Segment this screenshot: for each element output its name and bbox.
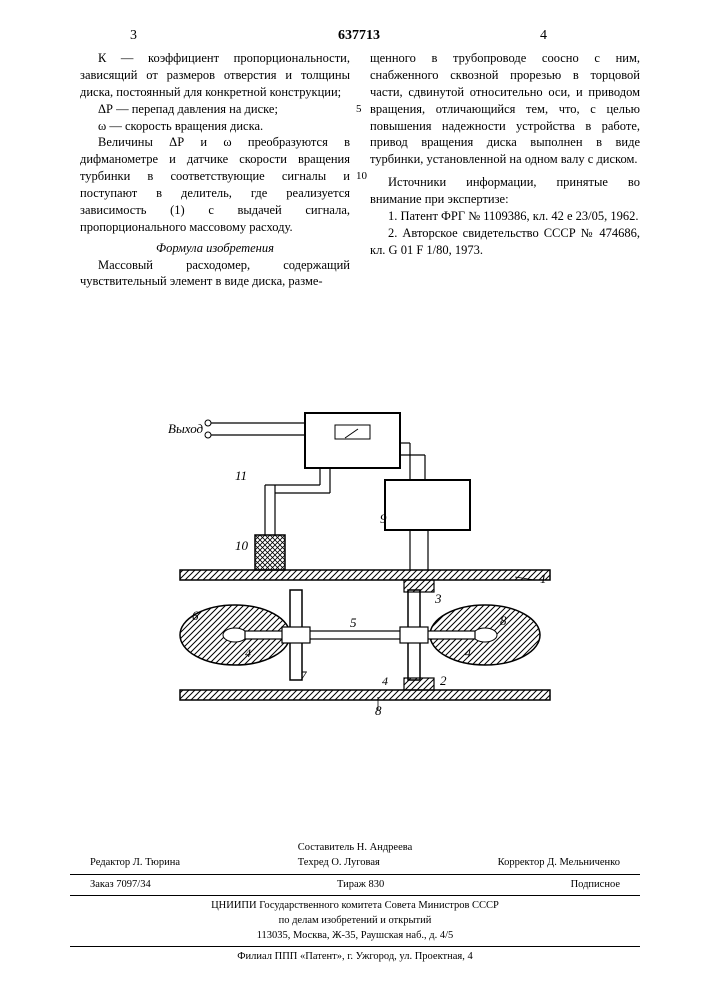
para: ω — скорость вращения диска. [80, 118, 350, 135]
para: Величины ΔР и ω преобразуются в дифманом… [80, 134, 350, 235]
svg-text:2: 2 [440, 673, 447, 688]
text-columns: К — коэффициент пропорциональности, зави… [80, 50, 640, 290]
footer-podpisnoe: Подписное [571, 878, 620, 893]
left-column: К — коэффициент пропорциональности, зави… [80, 50, 350, 290]
footer-org2: по делам изобретений и открытий [70, 914, 640, 929]
para: ΔР — перепад давления на диске; [80, 101, 350, 118]
svg-text:8: 8 [375, 703, 382, 718]
footer-tirazh: Тираж 830 [337, 878, 384, 893]
svg-text:4: 4 [245, 646, 251, 660]
para: 1. Патент ФРГ № 1109386, кл. 42 е 23/05,… [370, 208, 640, 225]
para: Массовый расходомер, содержащий чувствит… [80, 257, 350, 291]
svg-text:11: 11 [235, 468, 247, 483]
page-number-right: 4 [540, 28, 547, 44]
para: К — коэффициент пропорциональности, зави… [80, 50, 350, 101]
svg-text:10: 10 [235, 538, 249, 553]
patent-number: 637713 [338, 28, 380, 44]
svg-text:9: 9 [380, 511, 387, 526]
footer-techred: Техред О. Луговая [298, 856, 380, 871]
svg-text:4: 4 [382, 674, 388, 688]
footer: Составитель Н. Андреева Редактор Л. Тюри… [70, 841, 640, 965]
footer-addr1: 113035, Москва, Ж-35, Раушская наб., д. … [70, 929, 640, 944]
footer-compiler: Составитель Н. Андреева [70, 841, 640, 856]
para: щенного в трубопроводе соосно с ним, сна… [370, 50, 640, 168]
footer-corrector: Корректор Д. Мельниченко [498, 856, 620, 871]
technical-diagram: Выход 10 11 9 6 5 7 3 2 1 4 4 4 8 8 [150, 405, 570, 725]
right-column: щенного в трубопроводе соосно с ним, сна… [370, 50, 640, 290]
footer-order: Заказ 7097/34 [90, 878, 151, 893]
svg-text:3: 3 [434, 591, 442, 606]
footer-org1: ЦНИИПИ Государственного комитета Совета … [70, 899, 640, 914]
page-number-left: 3 [130, 28, 137, 44]
svg-text:8: 8 [500, 613, 507, 628]
svg-text:7: 7 [300, 668, 307, 683]
para: Источники информации, принятые во вниман… [370, 174, 640, 208]
footer-editor: Редактор Л. Тюрина [90, 856, 180, 871]
para: 2. Авторское свидетельство СССР № 474686… [370, 225, 640, 259]
footer-addr2: Филиал ППП «Патент», г. Ужгород, ул. Про… [70, 950, 640, 965]
svg-text:6: 6 [192, 608, 199, 623]
svg-text:4: 4 [465, 646, 471, 660]
formula-title: Формула изобретения [80, 240, 350, 257]
svg-text:5: 5 [350, 615, 357, 630]
svg-text:1: 1 [540, 571, 547, 586]
label-output: Выход [168, 421, 204, 436]
